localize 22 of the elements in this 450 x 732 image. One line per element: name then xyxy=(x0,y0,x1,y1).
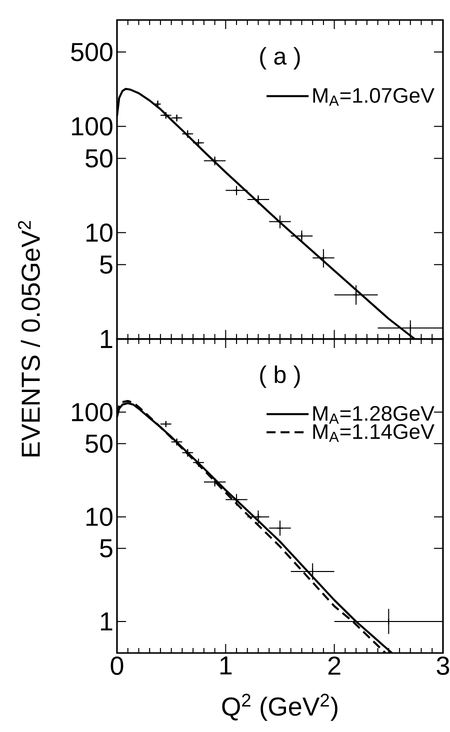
y-tick-label: 50 xyxy=(86,434,112,453)
legend-label: M$_{A}$=1.07GeV xyxy=(313,88,434,106)
x-tick-label: 2 xyxy=(328,656,340,675)
legend-label: M$_{A}$=1.28GeV xyxy=(313,406,434,424)
x-axis-title: Q$^{2}$ (GeV$^{2}$) xyxy=(222,694,338,721)
y-tick-label: 10 xyxy=(86,508,112,526)
y-tick-label: 50 xyxy=(86,149,112,168)
x-tick-label: 0 xyxy=(110,656,124,675)
y-tick-label: 5 xyxy=(100,539,112,558)
y-tick-label: 500 xyxy=(71,42,112,62)
y-tick-label: 5 xyxy=(100,256,112,274)
y-tick-label: 100 xyxy=(72,117,112,136)
y-axis-title: EVENTS / 0.05GeV$^{2}$ xyxy=(18,220,40,456)
y-tick-label: 10 xyxy=(86,223,112,242)
annotation: ( b ) xyxy=(260,365,300,388)
y-tick-label: 1 xyxy=(100,330,112,348)
y-tick-label: 100 xyxy=(72,402,112,422)
annotation: ( a ) xyxy=(260,47,300,70)
x-tick-label: 3 xyxy=(436,656,450,675)
x-tick-label: 1 xyxy=(220,656,232,674)
y-tick-label: 1 xyxy=(100,612,112,630)
legend-label: M$_{A}$=1.14GeV xyxy=(313,424,434,442)
